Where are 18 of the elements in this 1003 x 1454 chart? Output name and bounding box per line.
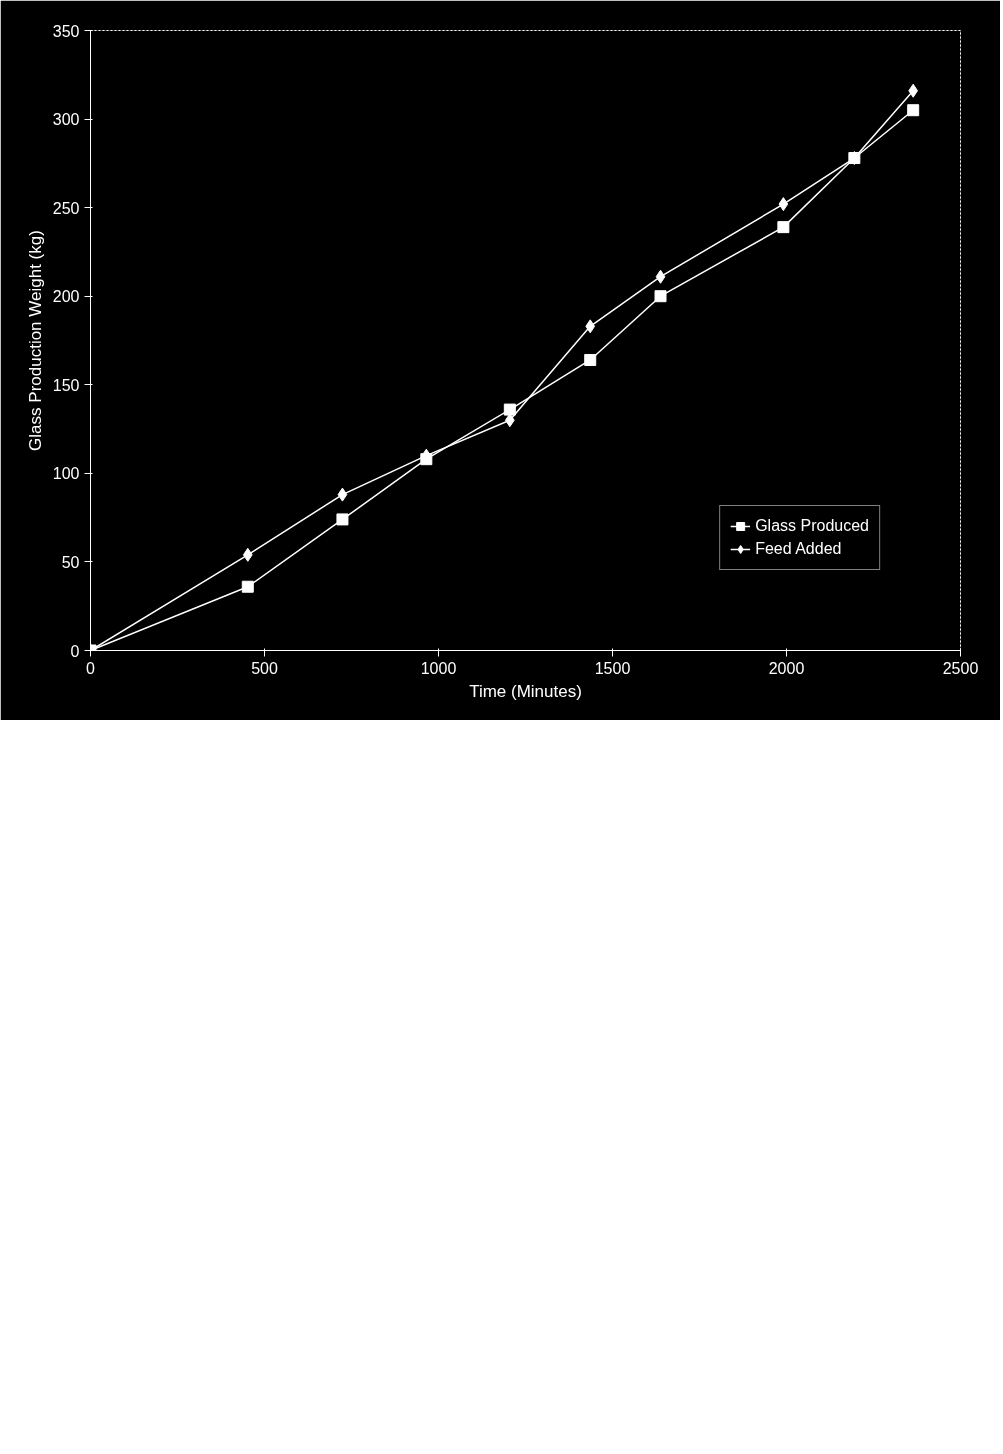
x-tick-label: 2500 xyxy=(942,659,979,677)
x-tick-label: 0 xyxy=(86,659,96,677)
y-axis-title: Glass Production Weight (kg) xyxy=(25,230,45,451)
legend-label: Feed Added xyxy=(755,540,842,558)
legend-label: Glass Produced xyxy=(755,517,869,535)
y-tick-label: 350 xyxy=(52,22,80,40)
y-tick-label: 200 xyxy=(52,288,80,306)
x-tick-label: 500 xyxy=(251,659,278,677)
y-tick-label: 50 xyxy=(61,553,80,571)
y-tick-label: 250 xyxy=(52,199,80,217)
y-tick-label: 300 xyxy=(52,111,80,129)
x-tick-label: 1000 xyxy=(420,659,457,677)
y-tick-label: 150 xyxy=(52,376,80,394)
y-tick-label: 0 xyxy=(70,642,80,660)
y-tick-label: 100 xyxy=(52,465,80,483)
x-axis-title: Time (Minutes) xyxy=(469,681,582,701)
x-tick-label: 1500 xyxy=(594,659,631,677)
x-tick-label: 2000 xyxy=(768,659,805,677)
